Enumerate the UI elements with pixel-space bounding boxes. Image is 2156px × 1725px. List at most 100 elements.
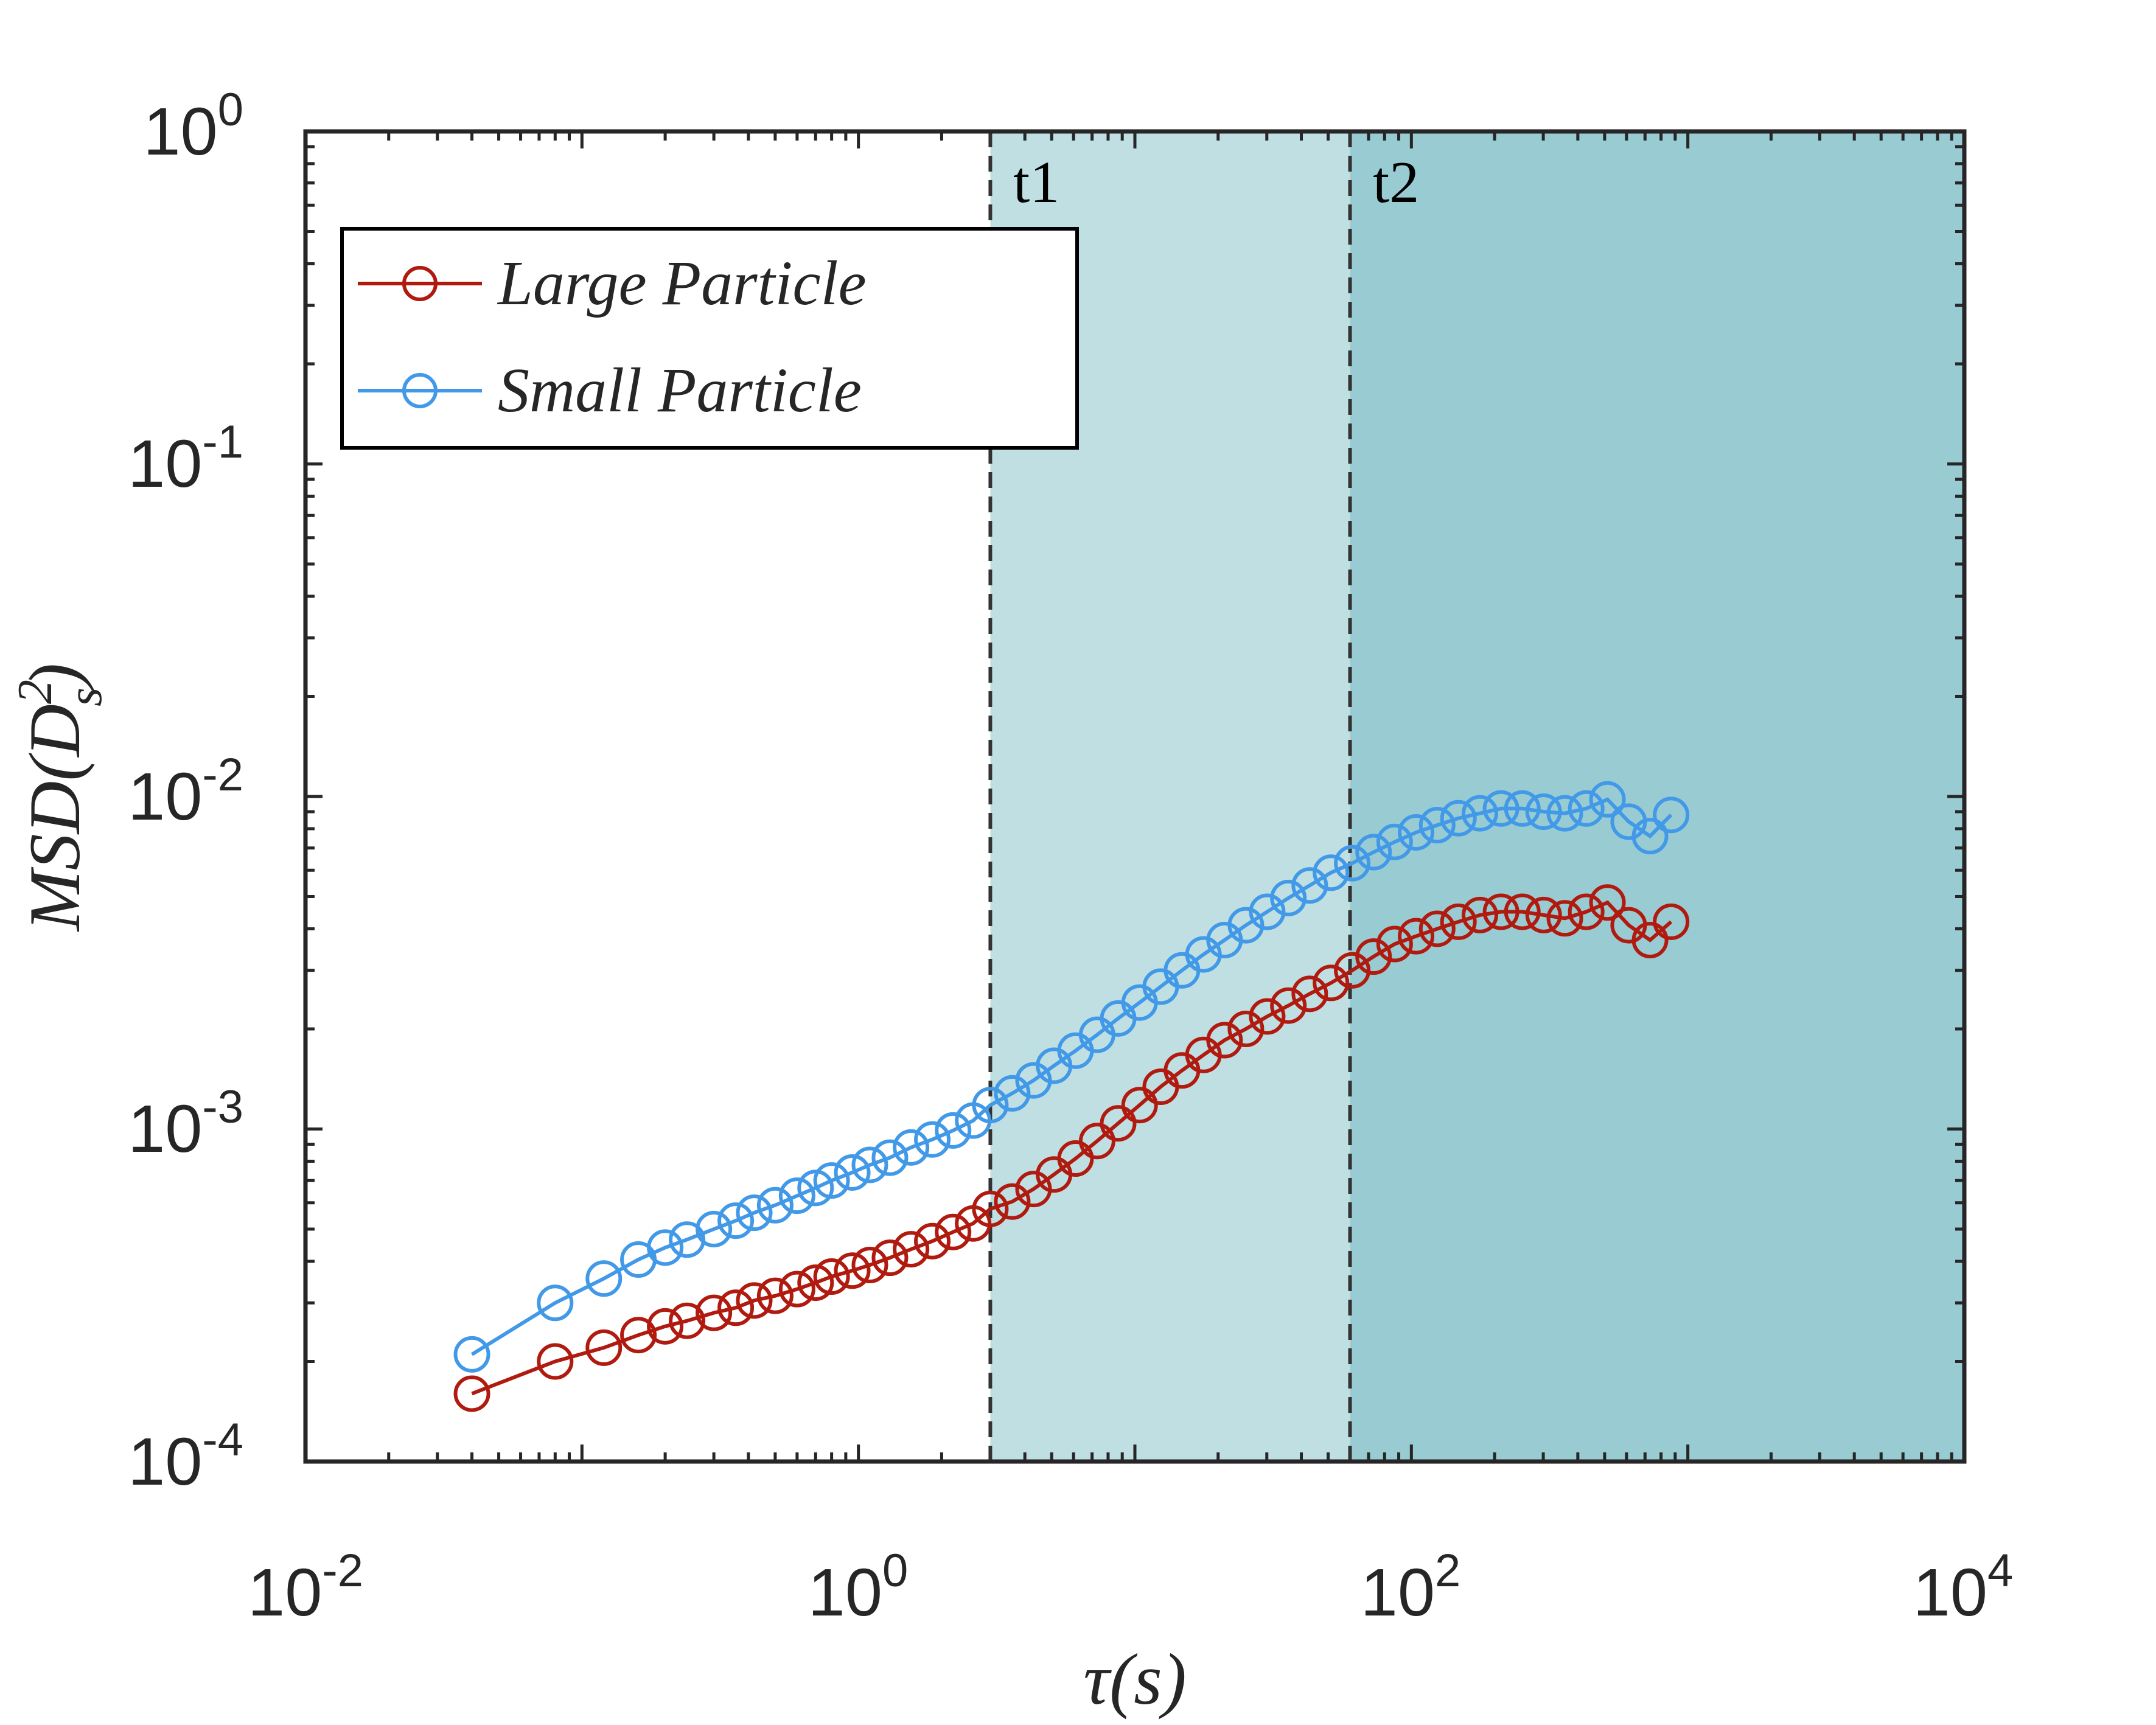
data-point-s0-46: [1525, 896, 1562, 933]
data-point-s0-25: [1078, 1123, 1115, 1160]
data-point-s1-52: [1653, 796, 1690, 834]
data-point-s1-39: [1376, 823, 1413, 860]
data-point-s1-0: [453, 1336, 490, 1373]
data-point-s1-10: [778, 1177, 815, 1214]
data-point-s0-16: [893, 1231, 930, 1268]
data-point-s0-11: [797, 1264, 834, 1302]
y-tick-label-4: 10-1: [128, 416, 243, 501]
data-point-s0-49: [1589, 884, 1626, 921]
data-point-s1-33: [1249, 893, 1286, 930]
x-axis-label: τ(s): [1083, 1639, 1187, 1720]
data-point-s0-43: [1461, 896, 1498, 933]
data-point-s0-15: [871, 1239, 909, 1277]
y-tick-label-5: 100: [143, 84, 243, 169]
data-point-s1-20: [972, 1087, 1009, 1124]
data-point-s1-49: [1589, 781, 1626, 818]
data-point-s0-13: [834, 1252, 871, 1289]
data-point-s1-1: [537, 1284, 574, 1322]
legend-label-small: Small Particle: [498, 355, 862, 425]
data-point-s0-35: [1291, 975, 1328, 1012]
region-t2: [1350, 131, 1964, 1462]
data-point-s0-20: [972, 1190, 1009, 1227]
legend-label-large: Large Particle: [497, 248, 867, 318]
data-point-s1-2: [585, 1260, 623, 1297]
data-point-s0-39: [1376, 925, 1413, 963]
x-tick-label-4: 104: [1913, 1545, 2014, 1630]
data-point-s1-38: [1355, 834, 1392, 871]
data-point-s0-10: [778, 1270, 815, 1308]
legend: Large Particle Small Particle: [340, 227, 1079, 450]
data-point-s0-12: [813, 1258, 850, 1295]
region-label-t2: t2: [1373, 150, 1419, 215]
data-point-s1-9: [756, 1187, 794, 1224]
data-point-s0-3: [620, 1317, 657, 1354]
data-point-s0-26: [1100, 1105, 1137, 1142]
data-point-s1-21: [994, 1075, 1031, 1112]
data-point-s0-31: [1206, 1022, 1243, 1059]
y-tick-label-1: 10-4: [128, 1414, 243, 1499]
data-point-s0-42: [1440, 903, 1477, 940]
legend-marker-small: [402, 373, 438, 408]
axes-frame: [303, 129, 1967, 1464]
y-tick-label-2: 10-3: [128, 1081, 243, 1166]
data-point-s0-27: [1121, 1087, 1158, 1124]
data-point-s1-13: [834, 1154, 871, 1191]
data-point-s1-7: [717, 1202, 755, 1239]
data-point-s0-2: [585, 1329, 623, 1366]
data-point-s0-14: [851, 1246, 888, 1283]
data-point-s1-47: [1546, 795, 1583, 832]
data-point-s1-46: [1525, 793, 1562, 831]
data-point-s1-43: [1461, 795, 1498, 832]
data-point-s1-15: [871, 1139, 909, 1176]
data-point-s1-34: [1270, 879, 1307, 916]
x-tick-label-2: 100: [808, 1545, 909, 1630]
data-point-s1-14: [851, 1146, 888, 1183]
data-point-s1-17: [914, 1121, 951, 1158]
data-point-s0-6: [696, 1294, 733, 1331]
data-point-s0-45: [1504, 893, 1541, 930]
data-point-s0-1: [537, 1343, 574, 1380]
data-point-s0-8: [736, 1282, 773, 1319]
data-point-s0-47: [1546, 900, 1583, 937]
data-point-s0-44: [1482, 893, 1519, 930]
data-point-s0-0: [453, 1375, 490, 1412]
data-point-s0-34: [1270, 987, 1307, 1024]
data-point-s1-8: [736, 1194, 773, 1232]
data-point-s1-37: [1334, 845, 1371, 882]
data-point-s0-37: [1334, 952, 1371, 989]
data-point-s0-48: [1568, 893, 1605, 930]
data-point-s0-4: [647, 1308, 684, 1345]
x-tick-label-3: 102: [1361, 1545, 1461, 1630]
y-tick-label-3: 10-2: [128, 749, 243, 834]
data-point-s0-9: [756, 1277, 794, 1314]
data-point-s0-36: [1313, 964, 1350, 1002]
data-point-s1-42: [1440, 800, 1477, 837]
data-point-s1-51: [1631, 818, 1669, 855]
data-point-s1-44: [1482, 790, 1519, 827]
data-point-s0-52: [1653, 903, 1690, 940]
data-series: [453, 781, 1690, 1412]
data-point-s1-6: [696, 1211, 733, 1248]
data-point-s0-5: [669, 1302, 706, 1339]
data-point-s1-36: [1313, 854, 1350, 891]
data-point-s0-33: [1249, 998, 1286, 1035]
data-point-s0-40: [1398, 918, 1435, 955]
data-point-s1-45: [1504, 790, 1541, 827]
data-point-s1-35: [1291, 867, 1328, 904]
y-axis-label: MSD(D2s): [9, 663, 112, 932]
data-point-s1-48: [1568, 790, 1605, 827]
data-point-s0-21: [994, 1183, 1031, 1220]
legend-marker-large: [402, 266, 438, 301]
data-point-s0-7: [717, 1289, 755, 1326]
data-point-s0-18: [935, 1213, 972, 1250]
data-point-s1-18: [935, 1112, 972, 1149]
data-point-s1-16: [893, 1129, 930, 1166]
data-point-s1-12: [813, 1162, 850, 1199]
x-tick-label-1: 10-2: [248, 1545, 363, 1630]
data-point-s1-32: [1227, 907, 1265, 944]
data-point-s1-11: [797, 1169, 834, 1207]
legend-box: [340, 227, 1079, 450]
data-point-s0-41: [1418, 910, 1456, 947]
data-point-s0-17: [914, 1222, 951, 1260]
